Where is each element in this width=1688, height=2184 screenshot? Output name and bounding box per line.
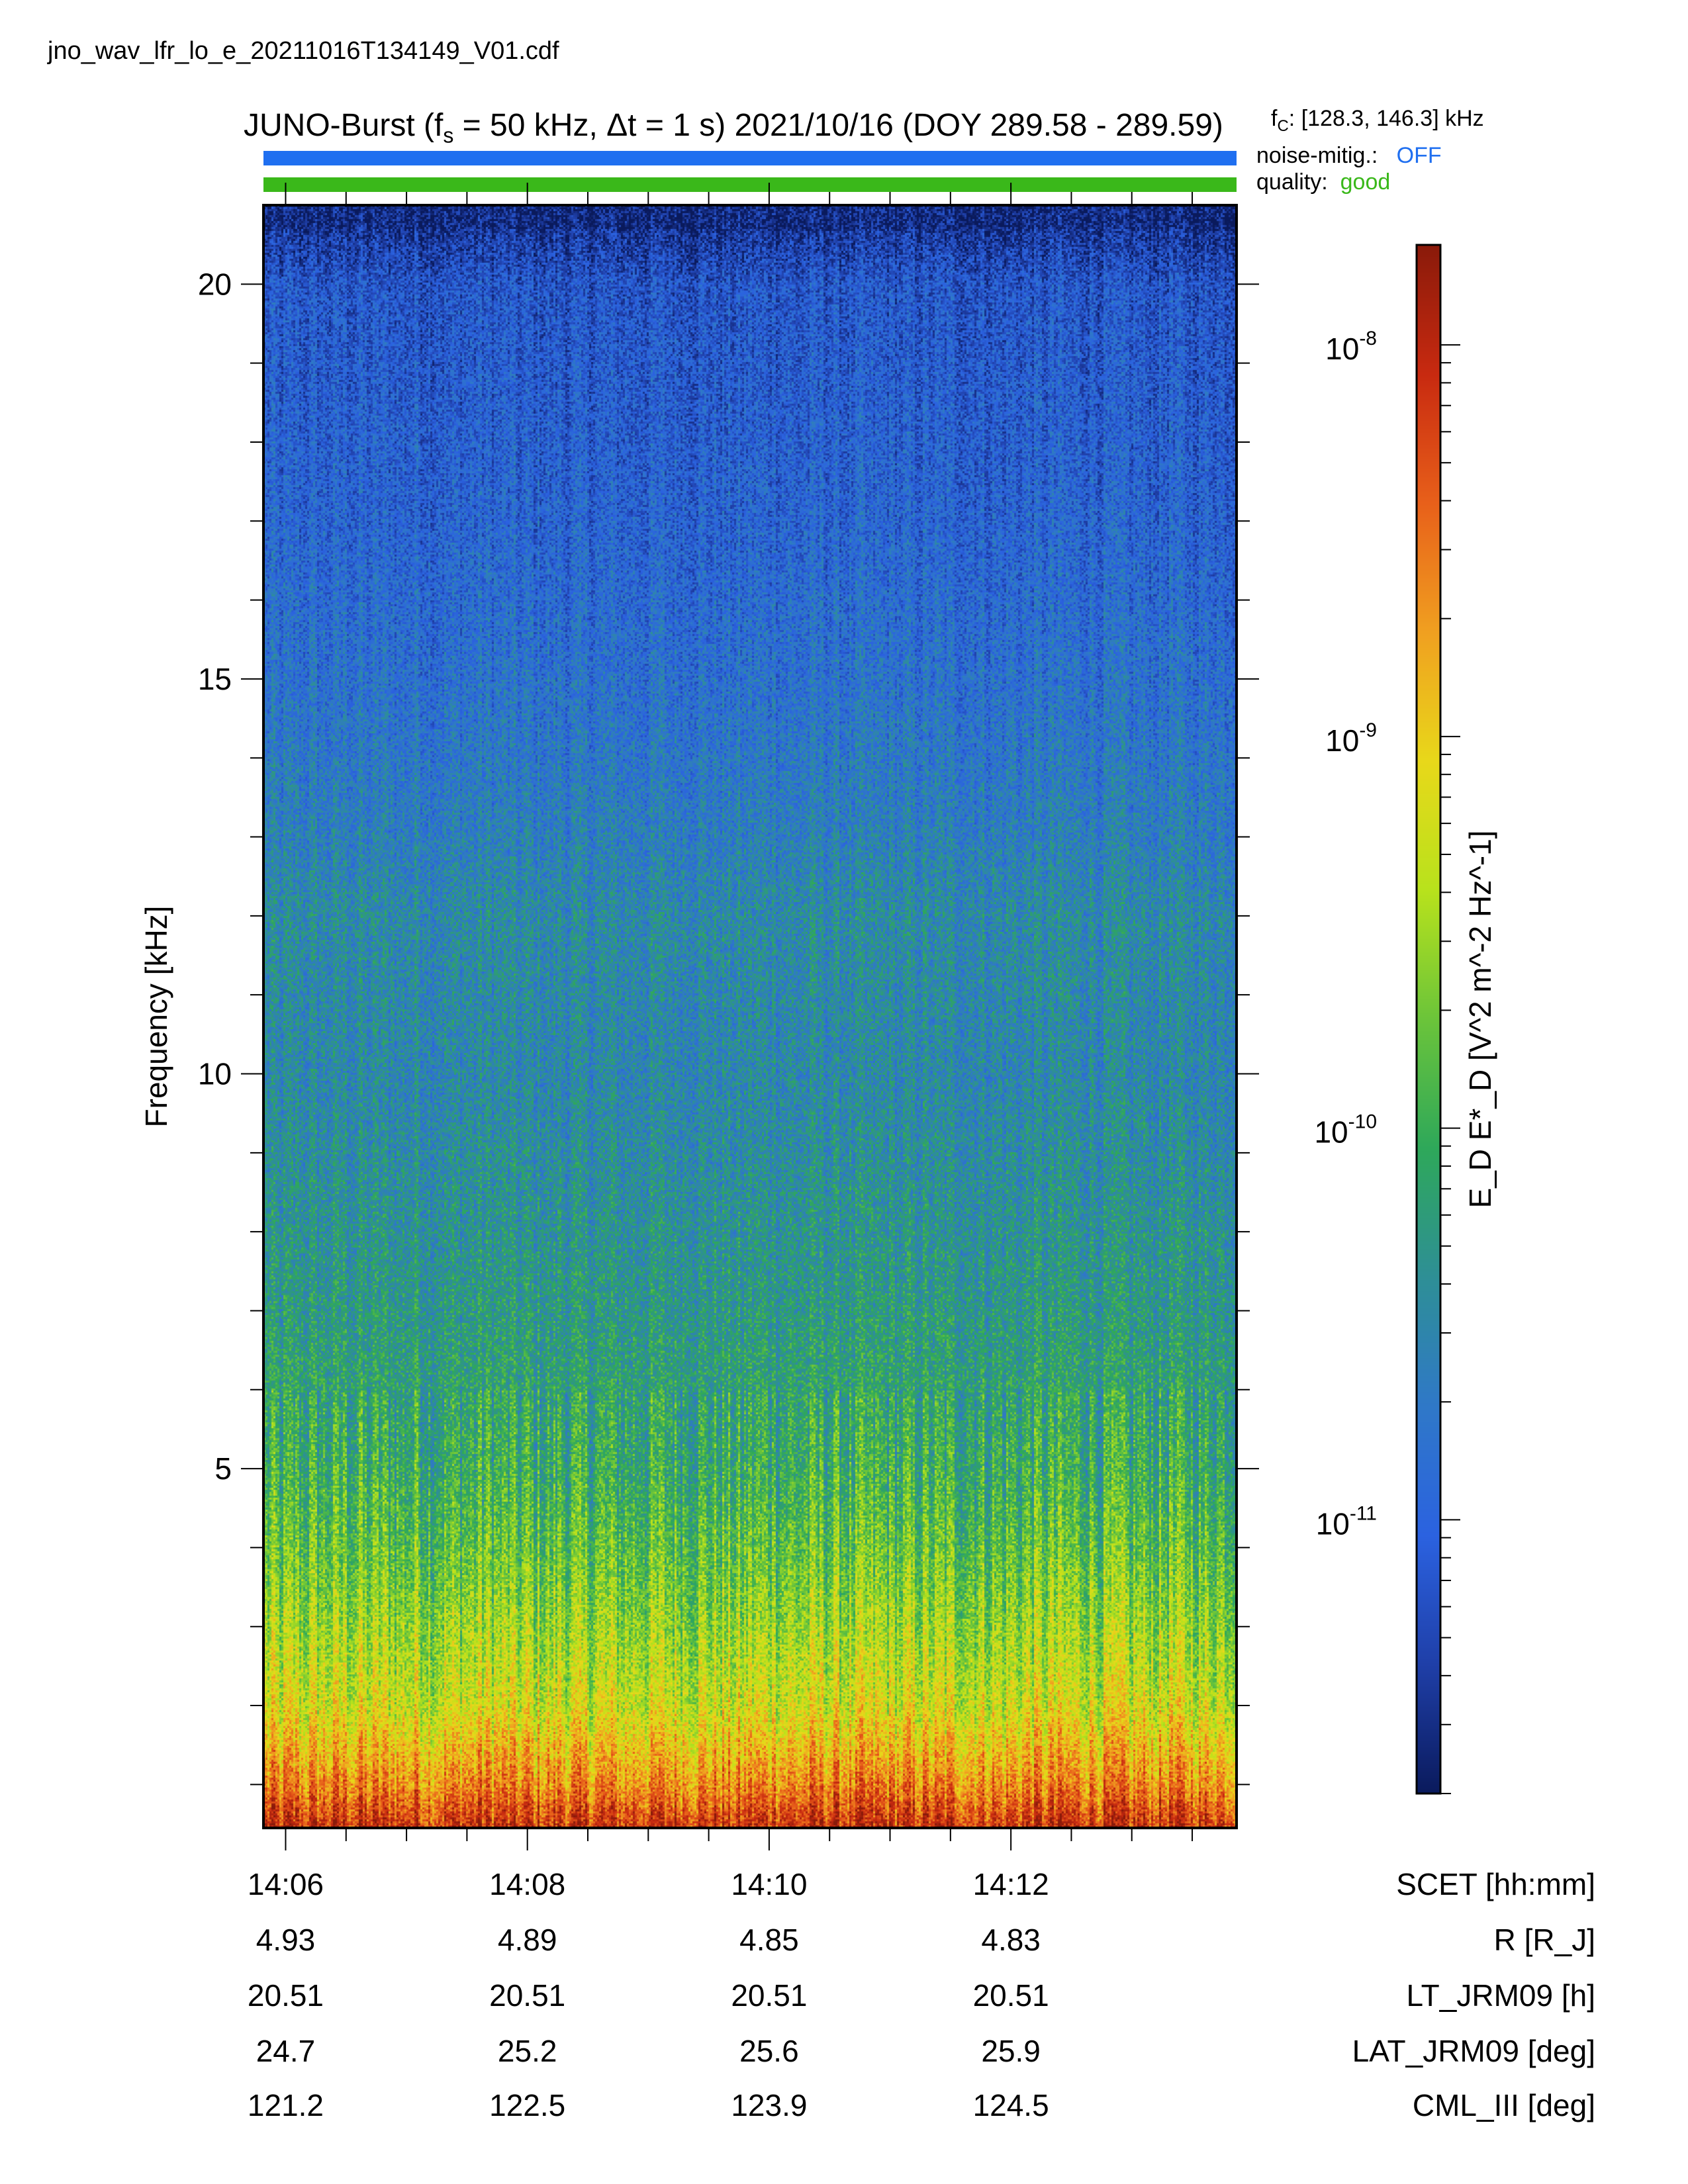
title-prefix: JUNO-Burst (f (244, 108, 444, 143)
ephemeris-cell: 20.51 (972, 1978, 1049, 2013)
ephemeris-cell: 20.51 (489, 1978, 566, 2013)
ephemeris-cell: 14:10 (731, 1867, 808, 1901)
ephemeris-cell: 20.51 (731, 1978, 808, 2013)
noise-value: OFF (1396, 143, 1442, 168)
noise-mitigation-status: noise-mitig.: OFF (1256, 143, 1442, 169)
ephemeris-row-label: SCET [hh:mm] (1396, 1867, 1595, 1901)
title-rest: = 50 kHz, Δt = 1 s) 2021/10/16 (DOY 289.… (453, 108, 1223, 143)
spectrogram-heatmap (263, 205, 1237, 1828)
noise-mitigation-bar (263, 151, 1237, 165)
ephemeris-row-label: LT_JRM09 [h] (1406, 1978, 1595, 2013)
colorbar-gradient (1417, 245, 1440, 1794)
y-tick-label: 20 (198, 267, 232, 301)
y-tick-label: 15 (198, 662, 232, 696)
y-tick-label: 10 (198, 1057, 232, 1091)
ephemeris-cell: 14:06 (247, 1867, 324, 1901)
quality-status: quality: good (1256, 169, 1390, 195)
chart-title: JUNO-Burst (fs = 50 kHz, Δt = 1 s) 2021/… (244, 107, 1223, 148)
center-frequency: fC: [128.3, 146.3] kHz (1271, 106, 1484, 136)
ephemeris-cell: 124.5 (972, 2088, 1049, 2122)
colorbar-frame (1415, 244, 1442, 1795)
ephemeris-cell: 123.9 (731, 2088, 808, 2122)
ephemeris-cell: 25.9 (981, 2034, 1041, 2068)
ephemeris-cell: 4.85 (739, 1923, 799, 1957)
ephemeris-cell: 121.2 (247, 2088, 324, 2122)
ephemeris-cell: 25.2 (497, 2034, 557, 2068)
ephemeris-cell: 14:08 (489, 1867, 566, 1901)
filename: jno_wav_lfr_lo_e_20211016T134149_V01.cdf (48, 37, 559, 65)
title-fs-subscript: s (443, 123, 454, 148)
y-axis-label: Frequency [kHz] (139, 906, 173, 1128)
ephemeris-cell: 4.93 (256, 1923, 316, 1957)
ephemeris-cell: 122.5 (489, 2088, 566, 2122)
fc-value: : [128.3, 146.3] kHz (1288, 106, 1484, 131)
quality-label: quality: (1256, 169, 1328, 195)
ephemeris-row-label: CML_III [deg] (1412, 2088, 1595, 2122)
ephemeris-row-label: LAT_JRM09 [deg] (1352, 2034, 1595, 2068)
ephemeris-cell: 25.6 (739, 2034, 799, 2068)
ephemeris-row-label: R [R_J] (1493, 1923, 1595, 1957)
ephemeris-cell: 20.51 (247, 1978, 324, 2013)
y-tick-label: 5 (214, 1451, 232, 1486)
fc-prefix: f (1271, 106, 1278, 131)
plot-frame (262, 204, 1238, 1829)
ephemeris-cell: 4.89 (497, 1923, 557, 1957)
colorbar-tick-label: 10-9 (1325, 719, 1377, 758)
colorbar-tick-label: 10-8 (1325, 328, 1377, 366)
noise-label: noise-mitig.: (1256, 143, 1378, 168)
colorbar-tick-label: 10-10 (1314, 1111, 1377, 1150)
ephemeris-cell: 24.7 (256, 2034, 316, 2068)
colorbar-label: E_D E*_D [V^2 m^-2 Hz^-1] (1463, 831, 1497, 1208)
quality-bar (263, 177, 1237, 192)
ephemeris-cell: 4.83 (981, 1923, 1041, 1957)
ephemeris-cell: 14:12 (972, 1867, 1049, 1901)
fc-subscript: C (1277, 116, 1289, 135)
quality-value: good (1340, 169, 1391, 195)
colorbar-tick-label: 10-11 (1316, 1502, 1377, 1541)
